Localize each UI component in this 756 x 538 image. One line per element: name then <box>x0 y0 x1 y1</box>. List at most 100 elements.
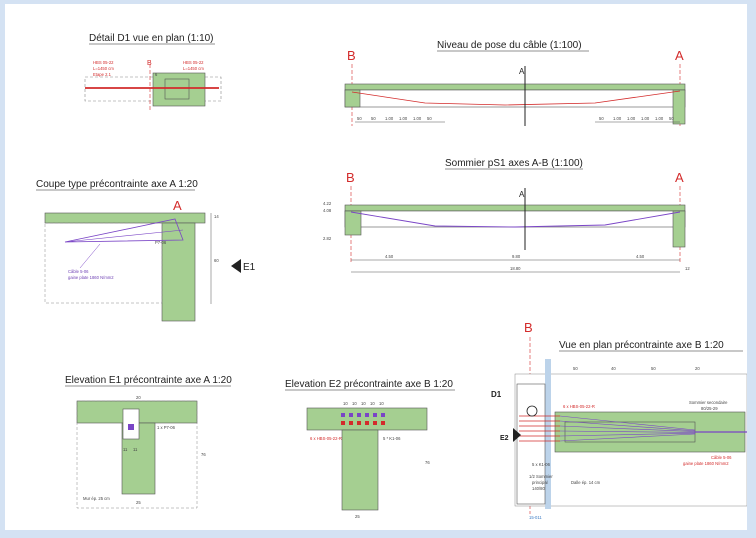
detail-d1-anchor-block <box>164 78 190 100</box>
cable-level-slab <box>344 83 686 91</box>
cable-level-dim-left-2: 1.00 <box>385 116 394 121</box>
girder-ps1-tendon <box>350 211 681 228</box>
girder-ps1-axis-left: B <box>346 170 355 185</box>
section-a-view: Coupe type précontrainte axe A 1:20 A Câ… <box>36 179 256 322</box>
girder-ps1-total: 18.80 <box>510 266 521 271</box>
elevation-e1-dim-1: 11 <box>123 447 128 452</box>
plan-b-axis: B <box>524 320 533 335</box>
cable-level-dim-right-1: 1.00 <box>613 116 622 121</box>
cable-level-dim-right-0: 50 <box>599 116 604 121</box>
plan-b-e2-arrow-icon <box>513 428 521 442</box>
elevation-e1-title: Elevation E1 précontrainte axe A 1:20 <box>65 375 232 386</box>
cable-level-axis-right: A <box>675 48 684 63</box>
section-a-tendon-mid <box>64 229 184 243</box>
elevation-e2-anchor-icon <box>349 421 353 425</box>
detail-d1-concrete <box>152 72 206 107</box>
plan-b-d1-marker <box>526 405 538 417</box>
plan-b-tendons <box>519 415 747 442</box>
girder-ps1-support-left <box>344 210 362 236</box>
plan-b-top-dim-2: 50 <box>651 366 656 371</box>
plan-b-joint-strip <box>545 359 551 509</box>
plan-b-top-dim-1: 40 <box>611 366 616 371</box>
plan-b-cable-note-1: Câble 5-06 <box>711 455 732 460</box>
cable-level-dim-left-1: 50 <box>371 116 376 121</box>
plan-b-tendon-line <box>559 420 696 432</box>
elevation-e2-top-dim-4: 10 <box>379 401 384 406</box>
cable-level-dim-right-5: 50 <box>669 116 674 121</box>
elevation-e1-wall-note: Mur ép. 25 cm <box>83 496 110 501</box>
detail-d1-axis-letter: B <box>147 60 152 67</box>
plan-b-secondary-size: 80/25-29 <box>701 406 718 411</box>
detail-d1-length-right: L=1450 cm <box>183 66 204 71</box>
plan-b-view: Vue en plan précontrainte axe B 1:20 B 5… <box>491 320 748 520</box>
section-a-elevation-mark: E1 <box>243 262 256 273</box>
plan-b-tendon-line <box>559 433 696 442</box>
elevation-e2-anchor-icon <box>381 413 385 417</box>
girder-ps1-axis-right: A <box>675 170 684 185</box>
elevation-e2-anchor-icon <box>365 413 369 417</box>
section-a-dim-side: 60 <box>214 258 219 263</box>
detail-d1-title: Détail D1 vue en plan (1:10) <box>89 33 214 44</box>
plan-b-anchor-note: 6 x HBS-05-22-R <box>563 404 595 409</box>
girder-ps1-span-2: 9.80 <box>512 254 521 259</box>
elevation-e2-web <box>341 429 379 511</box>
elevation-e2-anchor-icon <box>381 421 385 425</box>
detail-d1-stage: Etape 2.1 <box>93 72 112 77</box>
cable-level-dims-right: 50 1.00 1.00 1.00 1.00 50 <box>599 116 674 121</box>
plan-b-main-beam-3: 140/80 <box>532 486 545 491</box>
section-a-e1-arrow-icon <box>231 259 241 273</box>
plan-b-secondary-beam-label: Sommier secondaire <box>689 400 728 405</box>
elevation-e1-width-bottom: 25 <box>136 500 141 505</box>
plan-b-tendon-line <box>559 415 696 431</box>
cable-level-dim-left-5: 50 <box>427 116 432 121</box>
elevation-e2-view: Elevation E2 précontrainte axe B 1:20 10… <box>285 379 455 519</box>
elevation-e2-anchor-grid <box>341 413 385 425</box>
plan-b-anchor-note-bottom: 5 x K1-06 <box>532 462 551 467</box>
detail-d1-anchor-left: HBS 05-22 <box>93 60 114 65</box>
section-a-axis: A <box>173 198 182 213</box>
elevation-e2-height: 76 <box>425 460 430 465</box>
elevation-e2-anchor-icon <box>357 413 361 417</box>
elevation-e1-anchor-icon <box>128 424 134 430</box>
section-a-cable-note-2: gaine plate 1860 N/mm2 <box>68 275 114 280</box>
detail-d1-view: Détail D1 vue en plan (1:10) B HBS 05-22… <box>84 33 222 110</box>
elevation-e2-anchor-icon <box>365 421 369 425</box>
elevation-e1-height: 76 <box>201 452 206 457</box>
section-a-tendon-fan <box>64 218 184 243</box>
section-a-title: Coupe type précontrainte axe A 1:20 <box>36 179 198 190</box>
plan-b-top-dim-0: 50 <box>573 366 578 371</box>
girder-ps1-end-dim: 12 <box>685 266 690 271</box>
girder-ps1-span-3: 4.50 <box>636 254 645 259</box>
elevation-e2-title: Elevation E2 précontrainte axe B 1:20 <box>285 379 453 390</box>
section-a-slab <box>44 212 206 224</box>
girder-ps1-level-top: 4.22 <box>323 201 332 206</box>
elevation-e2-anchor-icon <box>341 413 345 417</box>
elevation-e2-anchor-icon <box>357 421 361 425</box>
elevation-e2-anchor-icon <box>341 421 345 425</box>
cable-level-dim-right-4: 1.00 <box>655 116 664 121</box>
cable-level-dim-right-3: 1.00 <box>641 116 650 121</box>
elevation-e1-dim-2: 11 <box>133 447 138 452</box>
plan-b-tendon-line <box>559 425 696 432</box>
section-a-cable-note-1: Câble 5-06 <box>68 269 89 274</box>
girder-ps1-span-1: 4.50 <box>385 254 394 259</box>
plan-b-top-dim-3: 20 <box>695 366 700 371</box>
plan-b-detail-mark: D1 <box>491 390 502 399</box>
section-a-anchor-label: P7-06 <box>155 240 167 245</box>
girder-ps1-beam <box>344 210 686 228</box>
cable-level-title: Niveau de pose du câble (1:100) <box>437 40 582 51</box>
girder-ps1-section-mark: A <box>519 190 525 199</box>
elevation-e2-anchor-icon <box>349 413 353 417</box>
plan-b-cable-note-2: gaine plate 1860 N/mm2 <box>683 461 729 466</box>
girder-ps1-slab <box>344 204 686 212</box>
elevation-e2-anchor-icon <box>373 413 377 417</box>
cable-level-view: Niveau de pose du câble (1:100) B A A 50… <box>344 40 686 126</box>
plan-b-title: Vue en plan précontrainte axe B 1:20 <box>559 340 724 351</box>
cable-level-dims-left: 50 50 1.00 1.00 1.00 50 <box>357 116 432 121</box>
elevation-e2-top-dims: 10 10 10 10 10 <box>343 401 384 406</box>
girder-ps1-title: Sommier pS1 axes A-B (1:100) <box>445 158 583 169</box>
detail-d1-dim: 6 <box>155 72 158 77</box>
girder-ps1-view: Sommier pS1 axes A-B (1:100) B A A 4.22 … <box>323 158 690 273</box>
plan-b-top-dims: 50 40 50 20 <box>573 366 700 371</box>
